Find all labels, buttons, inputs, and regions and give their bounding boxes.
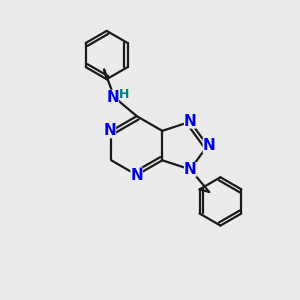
Text: N: N xyxy=(203,138,215,153)
Text: N: N xyxy=(130,167,143,182)
Text: N: N xyxy=(184,162,197,177)
Text: H: H xyxy=(119,88,130,101)
Text: N: N xyxy=(184,114,197,129)
Text: N: N xyxy=(103,123,116,138)
Text: N: N xyxy=(106,90,119,105)
